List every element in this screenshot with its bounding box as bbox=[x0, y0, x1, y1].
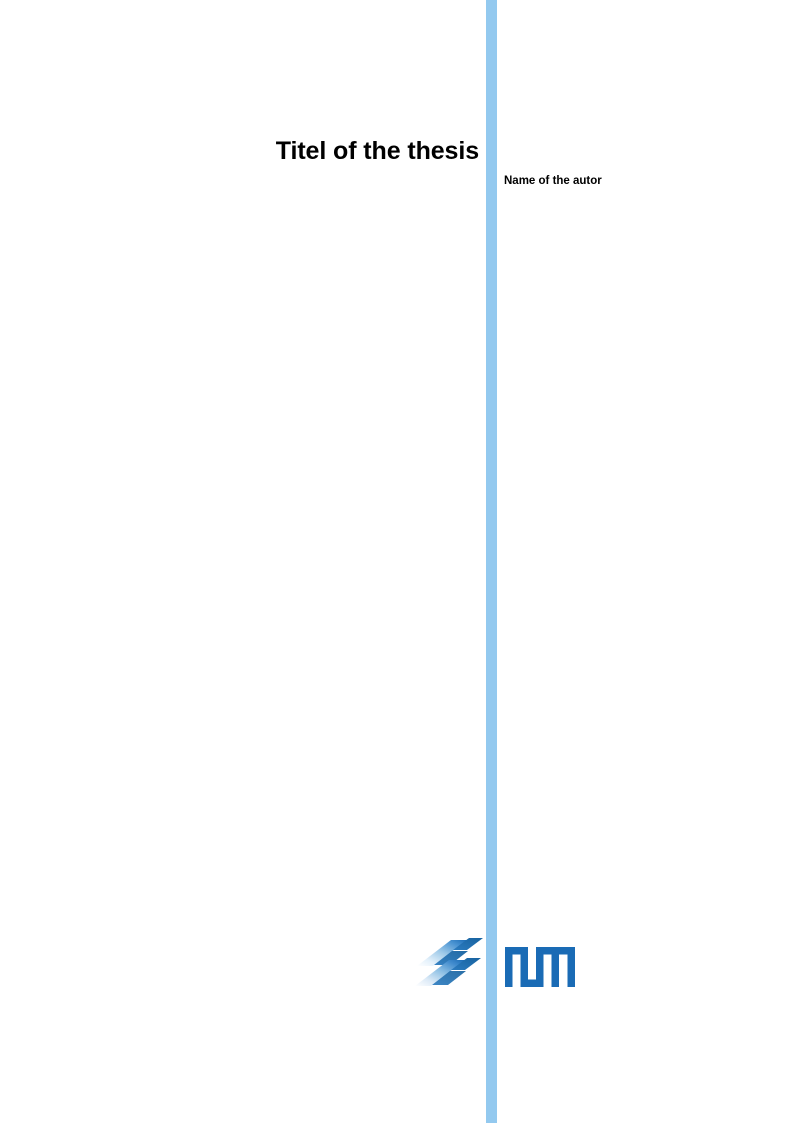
page-title: Titel of the thesis bbox=[275, 137, 479, 165]
title-container: Titel of the thesis bbox=[0, 136, 479, 166]
tum-logo-icon bbox=[505, 947, 575, 987]
vertical-blue-rule bbox=[486, 0, 497, 1123]
tum-swoosh-icon bbox=[409, 936, 487, 992]
author-name: Name of the autor bbox=[504, 175, 602, 187]
author-container: Name of the autor bbox=[504, 171, 784, 189]
